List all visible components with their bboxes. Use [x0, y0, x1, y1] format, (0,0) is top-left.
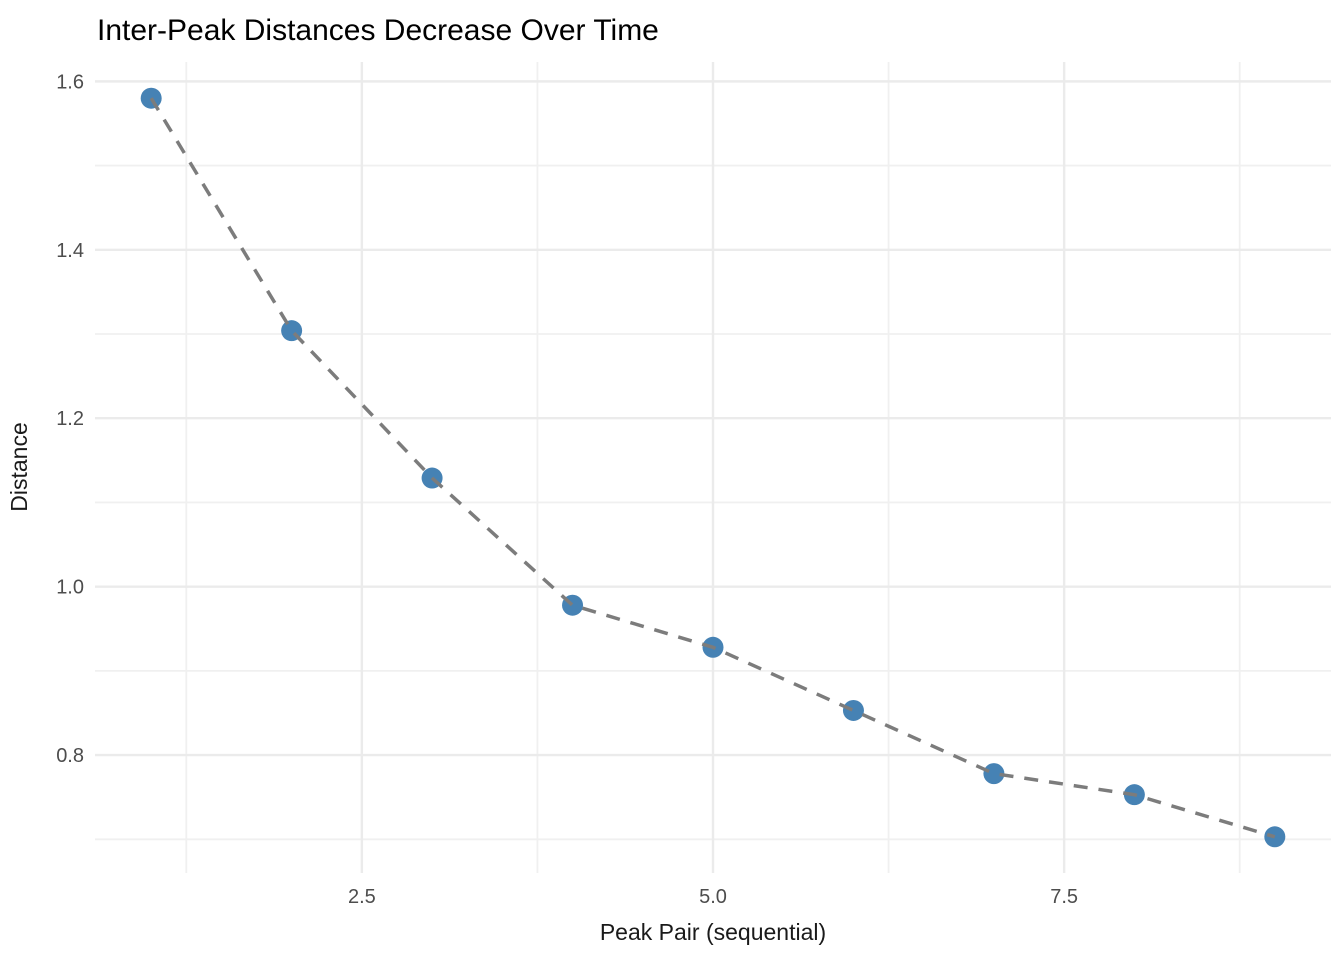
grid-layer [95, 62, 1331, 873]
y-tick-label: 1.6 [56, 71, 84, 93]
chart-title: Inter-Peak Distances Decrease Over Time [97, 14, 659, 47]
data-point [1264, 826, 1286, 848]
tick-layer: 2.5 5.0 7.5 0.8 1.0 1.2 1.4 1.6 [56, 71, 1078, 908]
x-axis-title: Peak Pair (sequential) [600, 919, 826, 945]
x-tick-label: 5.0 [699, 886, 727, 908]
y-tick-label: 1.0 [56, 577, 84, 599]
x-tick-label: 7.5 [1050, 886, 1078, 908]
y-tick-label: 1.4 [56, 240, 84, 262]
trend-line [149, 97, 1276, 839]
data-point [842, 699, 864, 721]
data-point [983, 763, 1005, 785]
y-tick-label: 0.8 [56, 745, 84, 767]
x-tick-label: 2.5 [348, 886, 376, 908]
data-layer [140, 87, 1286, 848]
y-tick-label: 1.2 [56, 408, 84, 430]
y-axis-title: Distance [6, 422, 32, 511]
